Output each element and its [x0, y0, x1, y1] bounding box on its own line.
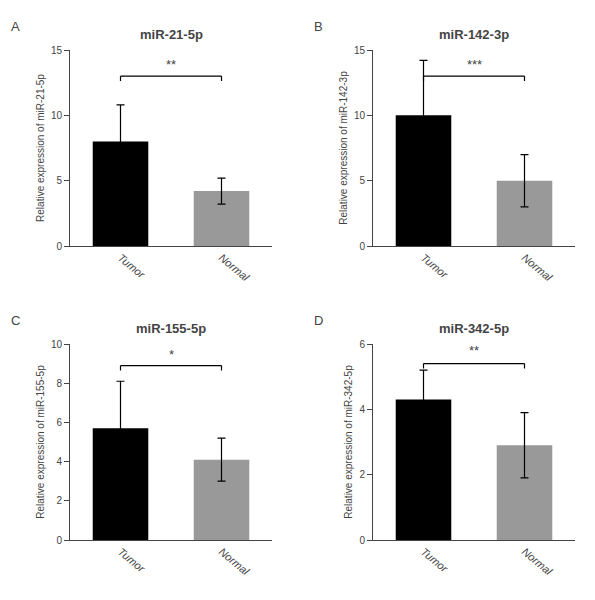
- svg-text:**: **: [469, 343, 479, 358]
- svg-text:0: 0: [56, 241, 62, 252]
- svg-text:10: 10: [51, 339, 63, 350]
- svg-text:Relative expression of miR-342: Relative expression of miR-342-5p: [343, 365, 354, 519]
- svg-text:10: 10: [51, 110, 63, 121]
- svg-text:6: 6: [56, 417, 62, 428]
- svg-text:4: 4: [56, 456, 62, 467]
- svg-text:miR-155-5p: miR-155-5p: [136, 321, 206, 336]
- svg-text:A: A: [11, 19, 20, 34]
- svg-text:8: 8: [56, 378, 62, 389]
- svg-text:Relative expression of miR-142: Relative expression of miR-142-3p: [338, 71, 349, 225]
- svg-text:miR-142-3p: miR-142-3p: [439, 27, 509, 42]
- svg-text:*: *: [169, 347, 174, 362]
- svg-text:**: **: [166, 57, 176, 72]
- svg-text:6: 6: [359, 339, 365, 350]
- svg-text:Normal: Normal: [217, 251, 252, 283]
- svg-text:5: 5: [56, 175, 62, 186]
- svg-text:Relative expression of miR-155: Relative expression of miR-155-5p: [35, 365, 46, 519]
- svg-text:Relative expression of miR-21-: Relative expression of miR-21-5p: [35, 74, 46, 222]
- svg-text:2: 2: [359, 469, 365, 480]
- svg-text:15: 15: [354, 45, 366, 56]
- svg-text:Normal: Normal: [520, 545, 555, 577]
- svg-text:B: B: [314, 19, 323, 34]
- svg-text:2: 2: [56, 495, 62, 506]
- svg-text:Tumor: Tumor: [116, 251, 148, 281]
- svg-text:miR-342-5p: miR-342-5p: [439, 321, 509, 336]
- svg-text:0: 0: [359, 241, 365, 252]
- svg-text:4: 4: [359, 404, 365, 415]
- svg-text:Tumor: Tumor: [419, 545, 451, 575]
- svg-text:0: 0: [359, 535, 365, 546]
- svg-text:Normal: Normal: [520, 251, 555, 283]
- svg-text:5: 5: [359, 175, 365, 186]
- svg-text:D: D: [314, 313, 323, 328]
- svg-text:Normal: Normal: [217, 545, 252, 577]
- svg-text:Tumor: Tumor: [419, 251, 451, 281]
- svg-text:C: C: [11, 313, 20, 328]
- svg-text:15: 15: [51, 45, 63, 56]
- svg-text:miR-21-5p: miR-21-5p: [140, 27, 203, 42]
- svg-text:0: 0: [56, 535, 62, 546]
- svg-text:Tumor: Tumor: [116, 545, 148, 575]
- svg-text:10: 10: [354, 110, 366, 121]
- svg-text:***: ***: [467, 57, 482, 72]
